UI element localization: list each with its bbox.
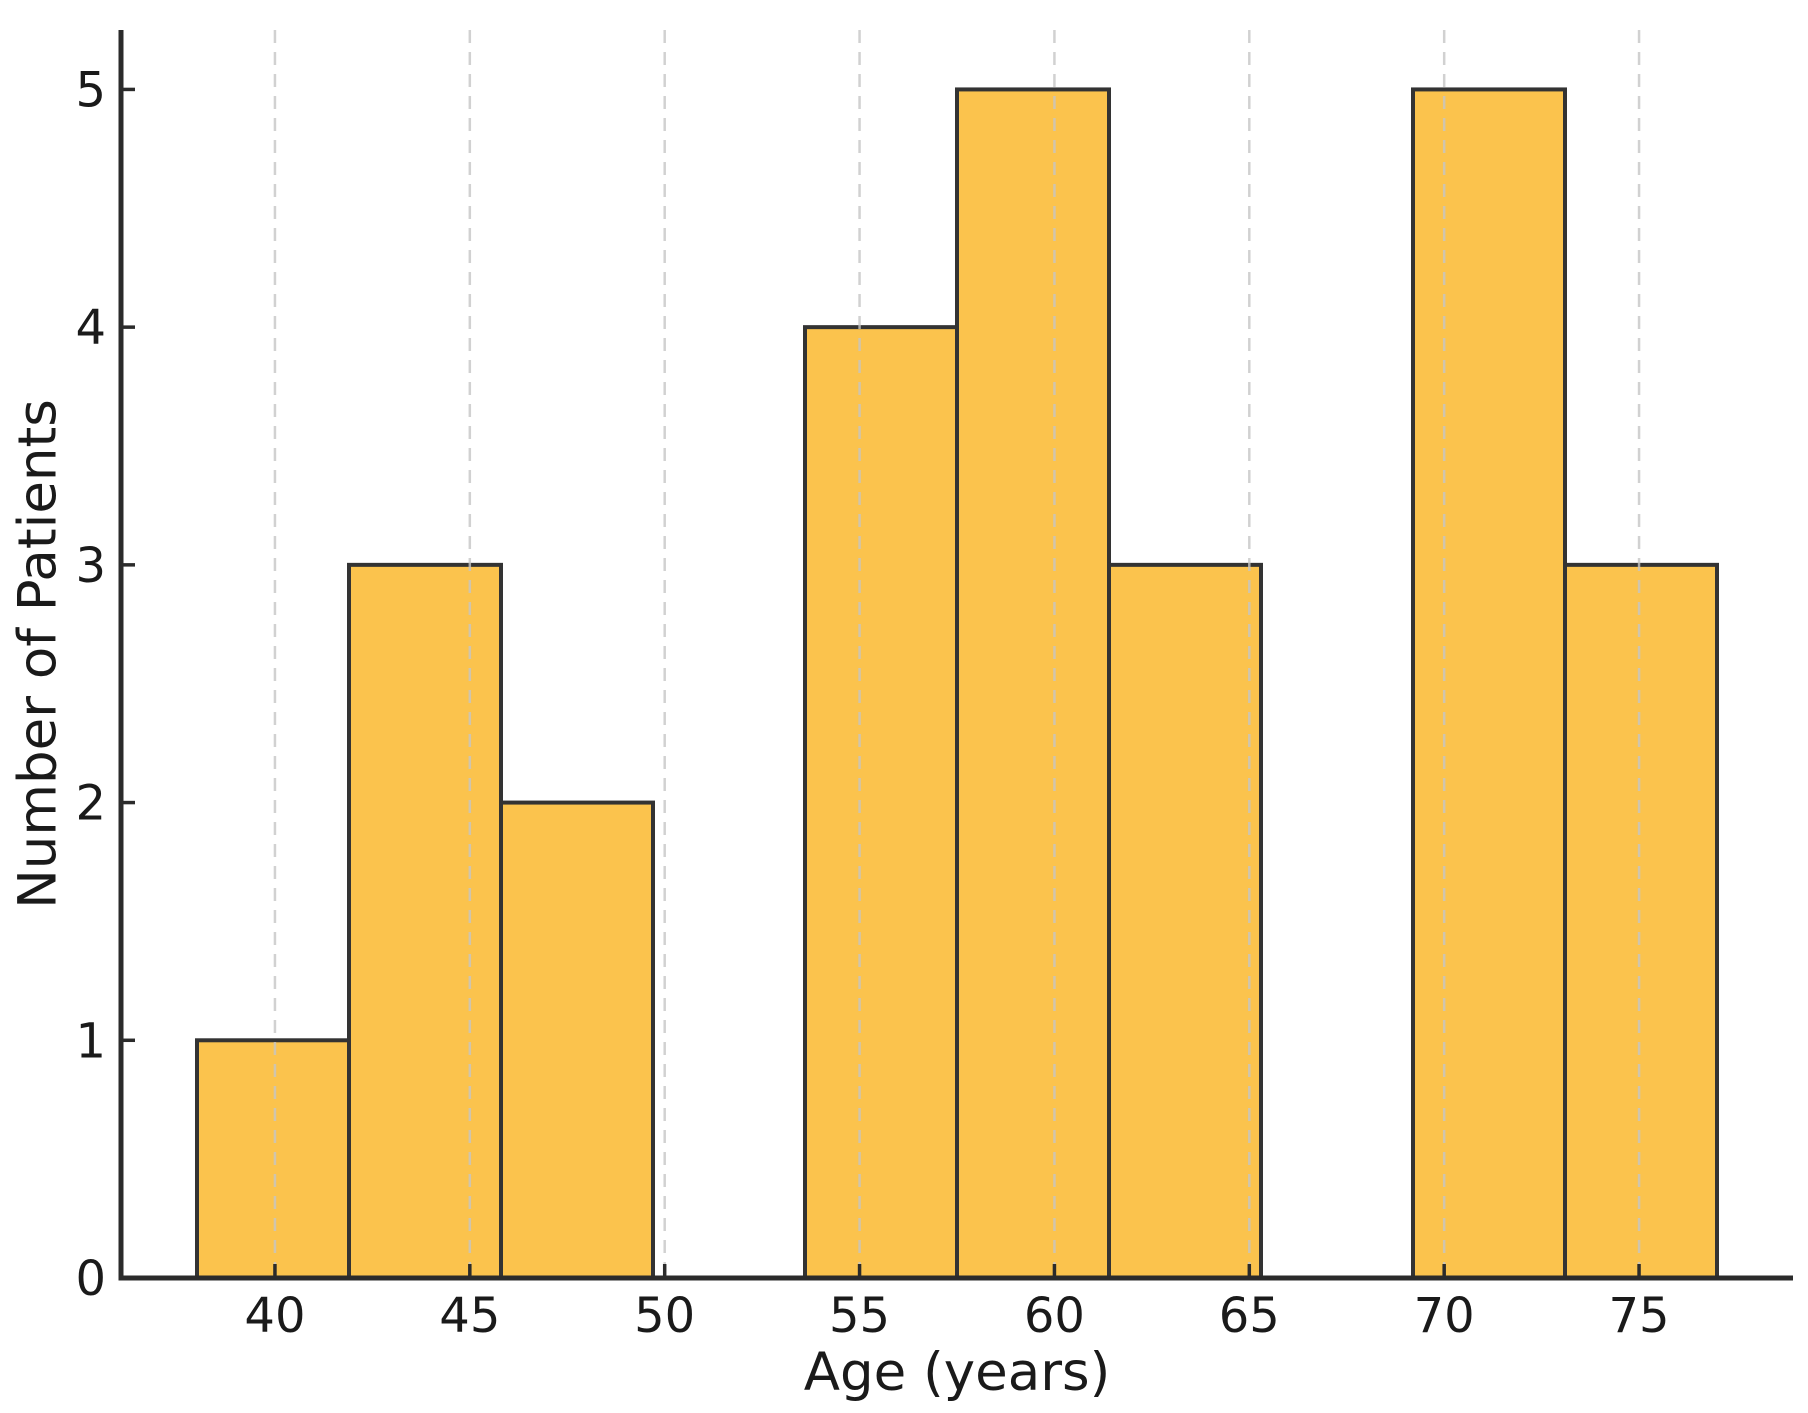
histogram-bar xyxy=(1563,562,1719,1280)
histogram-bar xyxy=(347,562,503,1280)
histogram-bar xyxy=(1411,87,1567,1280)
x-tick-label: 60 xyxy=(1024,1288,1085,1344)
x-tick-label: 55 xyxy=(829,1288,890,1344)
y-tick-label: 0 xyxy=(75,1251,106,1307)
histogram-bar xyxy=(1107,562,1263,1280)
x-tick-label: 50 xyxy=(634,1288,695,1344)
x-tick-label: 40 xyxy=(244,1288,305,1344)
x-tick-label: 70 xyxy=(1414,1288,1475,1344)
x-tick-label: 75 xyxy=(1609,1288,1670,1344)
y-axis-label: Number of Patients xyxy=(7,399,69,909)
histogram-bar xyxy=(195,1038,351,1281)
y-tick-label: 5 xyxy=(75,62,106,118)
y-tick-label: 4 xyxy=(75,300,106,356)
histogram-bar xyxy=(499,800,655,1280)
histogram-bar xyxy=(955,87,1111,1280)
y-tick-label: 2 xyxy=(75,776,106,832)
x-tick-label: 45 xyxy=(439,1288,500,1344)
histogram-bar xyxy=(803,325,959,1280)
y-tick-label: 1 xyxy=(75,1013,106,1069)
y-tick-label: 3 xyxy=(75,538,106,594)
x-tick-label: 65 xyxy=(1219,1288,1280,1344)
x-axis-label: Age (years) xyxy=(803,1342,1111,1403)
